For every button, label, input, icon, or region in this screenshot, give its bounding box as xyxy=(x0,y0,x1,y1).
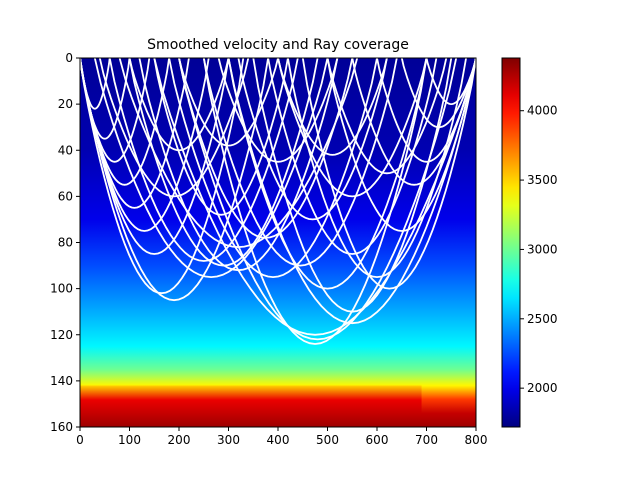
ray-32 xyxy=(118,58,359,249)
colorbar-ticks: 2000 2500 3000 3500 4000 xyxy=(520,104,558,395)
ray-9 xyxy=(80,58,111,110)
y-tick-label: 160 xyxy=(50,420,73,434)
x-tick-label: 700 xyxy=(415,433,438,447)
colorbar-tick-label: 2000 xyxy=(527,381,558,395)
ray-35 xyxy=(128,58,230,152)
y-tick-label: 40 xyxy=(58,143,73,157)
x-axis: 0 100 200 300 400 500 600 700 800 xyxy=(76,427,487,447)
y-axis: 0 20 40 60 80 100 120 140 160 xyxy=(50,51,80,434)
ray-38 xyxy=(227,58,476,325)
ray-1 xyxy=(80,58,269,302)
colorbar-gradient xyxy=(502,58,520,427)
x-tick-label: 400 xyxy=(267,433,290,447)
colorbar: 2000 2500 3000 3500 4000 xyxy=(501,57,558,428)
y-tick-label: 20 xyxy=(58,97,73,111)
ray-28 xyxy=(425,58,476,106)
ray-34 xyxy=(98,58,250,198)
y-tick-label: 80 xyxy=(58,236,73,250)
x-tick-label: 800 xyxy=(465,433,488,447)
x-tick-label: 200 xyxy=(168,433,191,447)
ray-36 xyxy=(178,58,279,147)
velocity-field xyxy=(80,58,476,427)
y-tick-label: 60 xyxy=(58,189,73,203)
colorbar-tick-label: 4000 xyxy=(527,104,558,118)
ray-18 xyxy=(237,58,388,221)
colorbar-tick-label: 3500 xyxy=(527,173,558,187)
plot-area xyxy=(80,58,476,427)
ray-14 xyxy=(168,58,378,279)
x-tick-label: 100 xyxy=(118,433,141,447)
chart-title: Smoothed velocity and Ray coverage xyxy=(147,37,409,53)
ray-39 xyxy=(277,58,388,156)
ray-40 xyxy=(326,58,448,175)
colorbar-tick-label: 3000 xyxy=(527,242,558,256)
ray-30 xyxy=(202,58,428,345)
ray-10 xyxy=(108,58,299,262)
ray-31 xyxy=(153,58,476,336)
ray-13 xyxy=(153,58,289,216)
x-tick-label: 600 xyxy=(366,433,389,447)
x-tick-label: 500 xyxy=(316,433,339,447)
x-tick-label: 0 xyxy=(76,433,84,447)
ray-8 xyxy=(80,58,131,140)
ray-37 xyxy=(217,58,339,163)
y-tick-label: 120 xyxy=(50,328,73,342)
x-tick-label: 300 xyxy=(217,433,240,447)
colorbar-tick-label: 2500 xyxy=(527,312,558,326)
y-tick-label: 140 xyxy=(50,374,73,388)
ray-23 xyxy=(301,58,476,290)
ray-coverage xyxy=(80,58,476,345)
ray-16 xyxy=(202,58,398,267)
high-velocity-layer xyxy=(80,385,422,427)
ray-20 xyxy=(267,58,438,255)
ray-17 xyxy=(227,58,428,290)
ray-29 xyxy=(178,58,458,341)
y-tick-label: 0 xyxy=(65,51,73,65)
ray-33 xyxy=(93,58,329,279)
y-tick-label: 100 xyxy=(50,282,73,296)
colorbar-frame xyxy=(501,57,521,428)
